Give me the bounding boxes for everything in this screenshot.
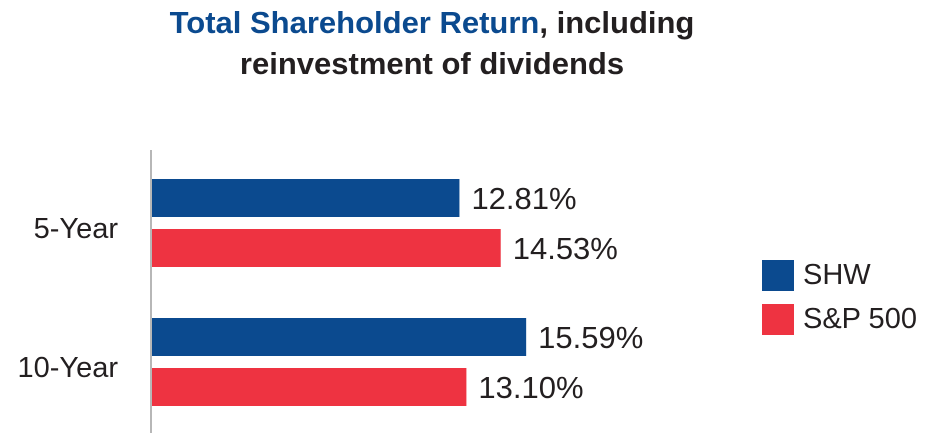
category-label-5-year: 5-Year — [34, 213, 119, 245]
data-label-sp500-10-year: 13.10% — [478, 370, 583, 405]
chart-title: Total Shareholder Return, including rein… — [0, 2, 864, 84]
legend-swatch-sp500 — [762, 303, 794, 335]
title-rest: , including — [539, 5, 695, 40]
category-label-10-year: 10-Year — [17, 352, 118, 384]
legend-swatch-shw — [762, 259, 794, 291]
legend: SHW S&P 500 — [762, 253, 917, 341]
legend-item-shw: SHW — [762, 253, 917, 297]
legend-item-sp500: S&P 500 — [762, 297, 917, 341]
bar-sp500-10-year — [152, 368, 467, 406]
title-line2: reinvestment of dividends — [239, 46, 625, 81]
data-label-sp500-5-year: 14.53% — [513, 231, 618, 266]
bar-shw-10-year — [152, 318, 527, 356]
bar-sp500-5-year — [152, 229, 501, 267]
data-label-shw-10-year: 15.59% — [538, 320, 643, 355]
bar-shw-5-year — [152, 179, 460, 217]
title-highlight: Total Shareholder Return — [169, 5, 540, 40]
data-label-shw-5-year: 12.81% — [471, 181, 576, 216]
legend-label-shw: SHW — [803, 258, 871, 291]
legend-label-sp500: S&P 500 — [803, 302, 917, 335]
